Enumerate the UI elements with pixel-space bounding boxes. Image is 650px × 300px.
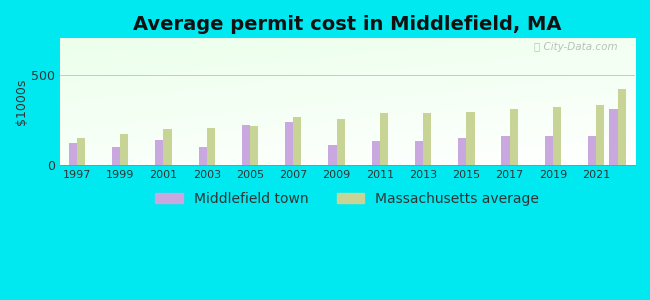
Bar: [250, 126, 258, 165]
Legend: Middlefield town, Massachusetts average: Middlefield town, Massachusetts average: [150, 186, 545, 211]
Bar: [458, 138, 466, 165]
Bar: [337, 119, 344, 165]
Bar: [155, 140, 163, 165]
Bar: [618, 89, 626, 165]
Bar: [380, 113, 388, 165]
Bar: [242, 125, 250, 165]
Title: Average permit cost in Middlefield, MA: Average permit cost in Middlefield, MA: [133, 15, 562, 34]
Y-axis label: $1000s: $1000s: [15, 78, 28, 125]
Text: ⓘ City-Data.com: ⓘ City-Data.com: [534, 42, 618, 52]
Bar: [69, 143, 77, 165]
Bar: [545, 136, 552, 165]
Bar: [596, 105, 605, 165]
Bar: [328, 145, 337, 165]
Bar: [466, 112, 474, 165]
Bar: [163, 129, 172, 165]
Bar: [120, 134, 129, 165]
Bar: [77, 138, 85, 165]
Bar: [207, 128, 215, 165]
Bar: [198, 147, 207, 165]
Bar: [501, 136, 510, 165]
Bar: [423, 113, 431, 165]
Bar: [552, 107, 561, 165]
Bar: [510, 109, 518, 165]
Bar: [285, 122, 293, 165]
Bar: [112, 147, 120, 165]
Bar: [293, 117, 302, 165]
Bar: [372, 141, 380, 165]
Bar: [415, 141, 423, 165]
Bar: [610, 109, 617, 165]
Bar: [588, 136, 596, 165]
